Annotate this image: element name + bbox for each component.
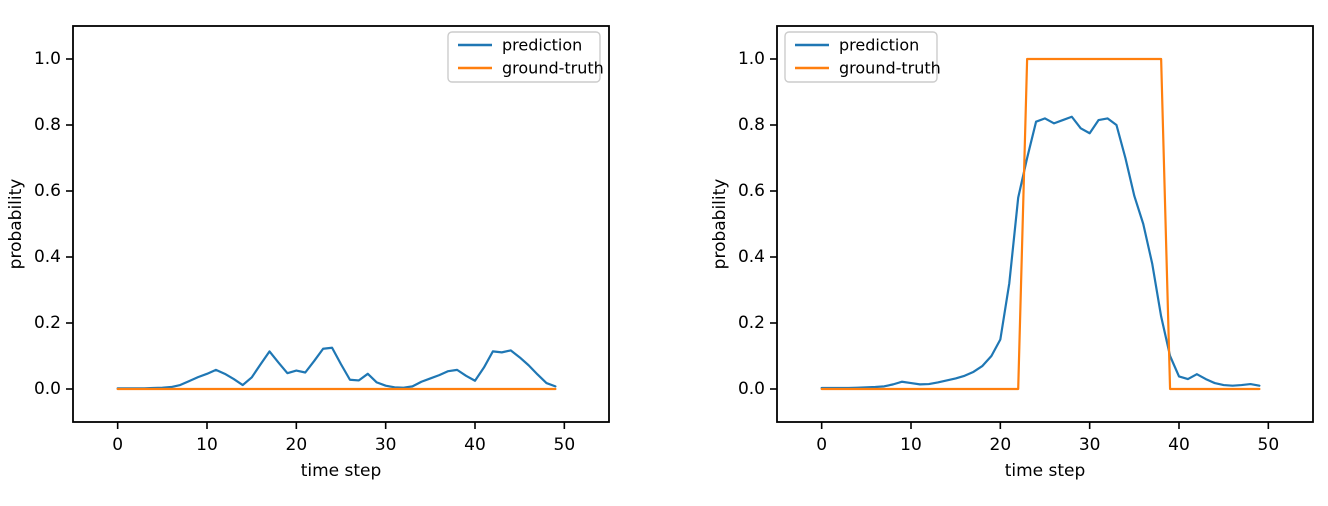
x-tick-label: 20	[286, 435, 308, 455]
y-tick-label: 0.0	[34, 379, 61, 399]
legend-label-ground-truth: ground-truth	[502, 59, 604, 78]
x-tick-label: 40	[464, 435, 486, 455]
x-axis-label: time step	[301, 461, 382, 481]
y-axis-label: probability	[710, 179, 730, 270]
plot-area	[776, 25, 1314, 423]
y-tick-label: 0.2	[34, 313, 61, 333]
y-tick-label: 0.2	[738, 313, 765, 333]
y-tick-label: 0.4	[738, 247, 765, 267]
x-tick-label: 10	[196, 435, 218, 455]
y-tick-label: 0.8	[738, 115, 765, 135]
x-tick-label: 0	[816, 435, 827, 455]
x-tick-label: 50	[1258, 435, 1280, 455]
legend-label-prediction: prediction	[502, 36, 582, 55]
y-tick-label: 1.0	[34, 49, 61, 69]
legend: prediction ground-truth	[784, 31, 941, 83]
line-prediction	[116, 346, 557, 390]
legend-label-ground-truth: ground-truth	[839, 59, 941, 78]
x-tick-label: 30	[1079, 435, 1101, 455]
chart-left: 0 10 20 30 40 50 0.0 0.2 0.4 0.6 0.8 1.0 time step pr…	[6, 25, 610, 481]
y-tick-label: 0.0	[738, 379, 765, 399]
y-axis: 0.0 0.2 0.4 0.6 0.8 1.0	[34, 49, 73, 399]
x-axis: 0 10 20 30 40 50	[112, 422, 575, 455]
x-tick-label: 0	[112, 435, 123, 455]
x-tick-label: 10	[900, 435, 922, 455]
y-axis-label: probability	[6, 179, 26, 270]
line-ground-truth	[820, 57, 1261, 391]
x-tick-label: 40	[1168, 435, 1190, 455]
y-tick-label: 0.6	[738, 181, 765, 201]
y-tick-label: 0.6	[34, 181, 61, 201]
x-tick-label: 20	[990, 435, 1012, 455]
legend-label-prediction: prediction	[839, 36, 919, 55]
line-prediction	[820, 115, 1261, 390]
y-tick-label: 0.4	[34, 247, 61, 267]
legend: prediction ground-truth	[447, 31, 604, 83]
x-tick-label: 30	[375, 435, 397, 455]
x-tick-label: 50	[554, 435, 576, 455]
x-axis-label: time step	[1005, 461, 1086, 481]
y-tick-label: 0.8	[34, 115, 61, 135]
y-axis: 0.0 0.2 0.4 0.6 0.8 1.0	[738, 49, 777, 399]
x-axis: 0 10 20 30 40 50	[816, 422, 1279, 455]
plot-area	[72, 25, 610, 423]
y-tick-label: 1.0	[738, 49, 765, 69]
chart-right: 0 10 20 30 40 50 0.0 0.2 0.4 0.6 0.8 1.0 time step pr…	[710, 25, 1314, 481]
